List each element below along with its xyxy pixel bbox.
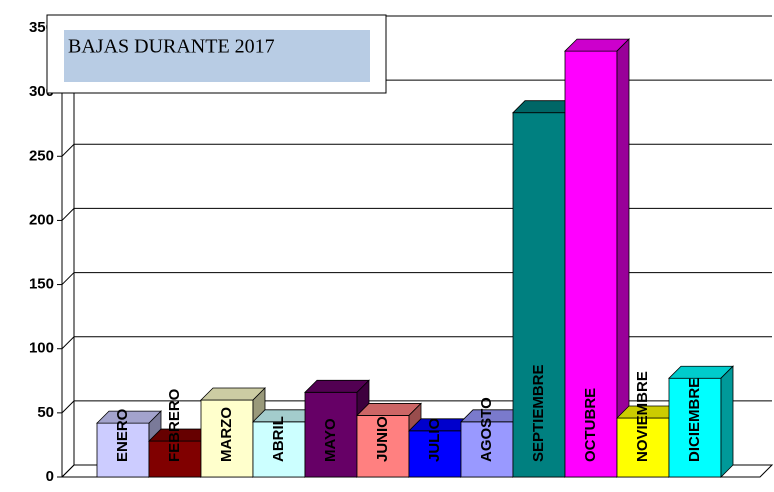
x-tick-label: MAYO	[322, 418, 339, 462]
x-tick-label: AGOSTO	[478, 397, 495, 462]
bar	[252, 421, 306, 478]
x-tick-label: JUNIO	[374, 416, 391, 462]
bar	[668, 377, 722, 478]
y-tick-label: 150	[29, 276, 54, 293]
x-tick-label: ENERO	[114, 408, 131, 462]
title-fill	[64, 30, 370, 82]
bar	[408, 430, 462, 478]
bar	[200, 399, 254, 478]
y-tick-label: 50	[37, 404, 54, 421]
grid-line	[61, 272, 772, 285]
y-tick-label: 200	[29, 211, 54, 228]
x-tick-label: FEBRERO	[166, 388, 183, 462]
x-tick-label: DICIEMBRE	[686, 378, 703, 462]
y-tick-label: 0	[46, 468, 54, 485]
bar	[460, 421, 514, 478]
grid-line	[61, 336, 772, 350]
bar-side	[720, 365, 734, 478]
x-tick-label: JULIO	[426, 417, 443, 462]
y-tick-label: 100	[29, 340, 54, 357]
grid-line	[61, 207, 772, 221]
x-tick-label: ABRIL	[270, 416, 287, 462]
bar	[304, 391, 358, 478]
x-tick-label: OCTUBRE	[582, 388, 599, 462]
bar	[512, 112, 566, 478]
bar	[616, 417, 670, 478]
chart-title: BAJAS DURANTE 2017	[68, 36, 275, 58]
x-tick-label: SEPTIEMBRE	[530, 364, 547, 462]
x-tick-label: NOVIEMBRE	[634, 371, 651, 462]
bar	[356, 415, 410, 478]
x-tick-label: MARZO	[218, 407, 235, 462]
y-tick-label: 250	[29, 147, 54, 164]
grid-line	[61, 143, 772, 157]
